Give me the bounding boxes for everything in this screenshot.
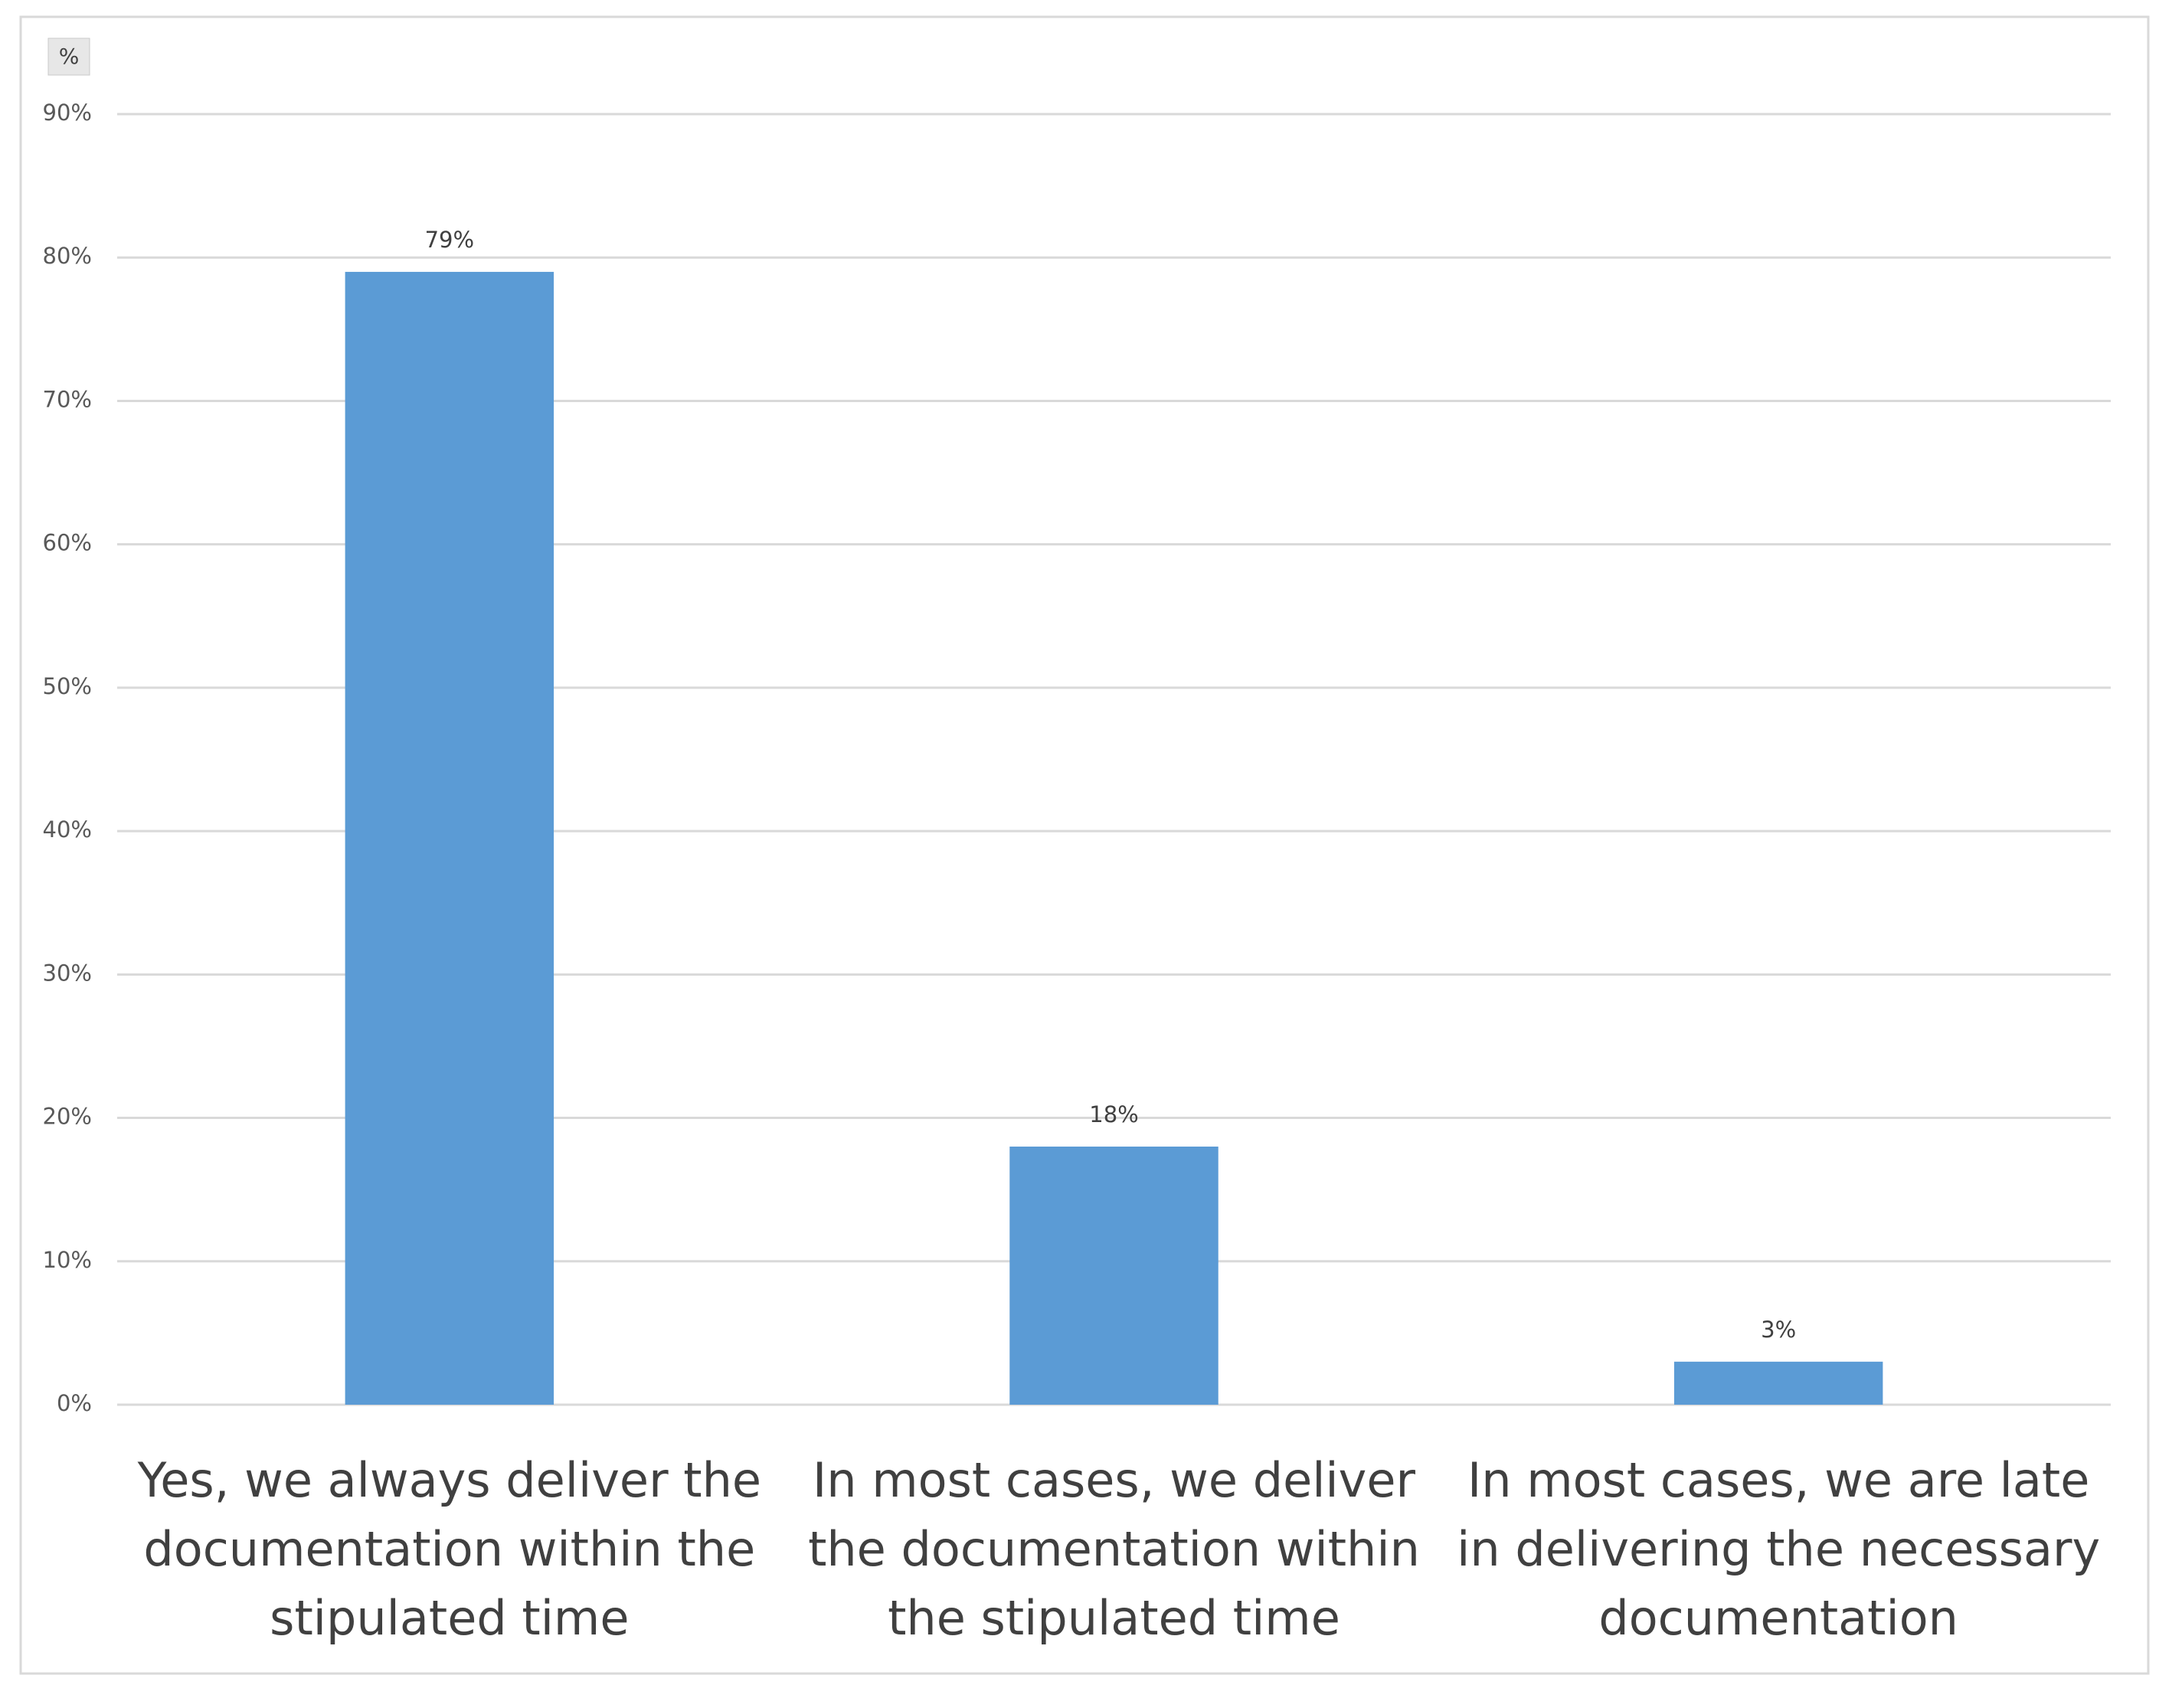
value-label: 3% <box>1761 1317 1796 1343</box>
y-tick-label: 60% <box>43 530 92 556</box>
y-axis-label: % <box>59 44 80 69</box>
bar <box>345 271 554 1405</box>
y-tick-label: 10% <box>43 1247 92 1273</box>
chart-border <box>19 15 2150 1675</box>
x-tick-label: In most cases, we deliver the documentat… <box>808 1452 1420 1646</box>
y-tick-label: 70% <box>43 386 92 412</box>
axis-unit-box <box>47 38 90 76</box>
x-tick-label: In most cases, we are late in delivering… <box>1457 1452 2101 1646</box>
bar <box>1673 1361 1883 1405</box>
value-label: 79% <box>425 227 474 253</box>
y-tick-label: 30% <box>43 960 92 986</box>
value-label: 18% <box>1089 1101 1138 1127</box>
y-tick-label: 0% <box>57 1390 92 1416</box>
y-tick-label: 90% <box>43 100 92 126</box>
y-tick-label: 40% <box>43 816 92 843</box>
y-tick-label: 50% <box>43 673 92 699</box>
y-tick-label: 80% <box>43 243 92 269</box>
y-tick-label: 20% <box>43 1104 92 1130</box>
x-tick-label: Yes, we always deliver the documentation… <box>137 1452 762 1646</box>
bar <box>1009 1147 1219 1405</box>
